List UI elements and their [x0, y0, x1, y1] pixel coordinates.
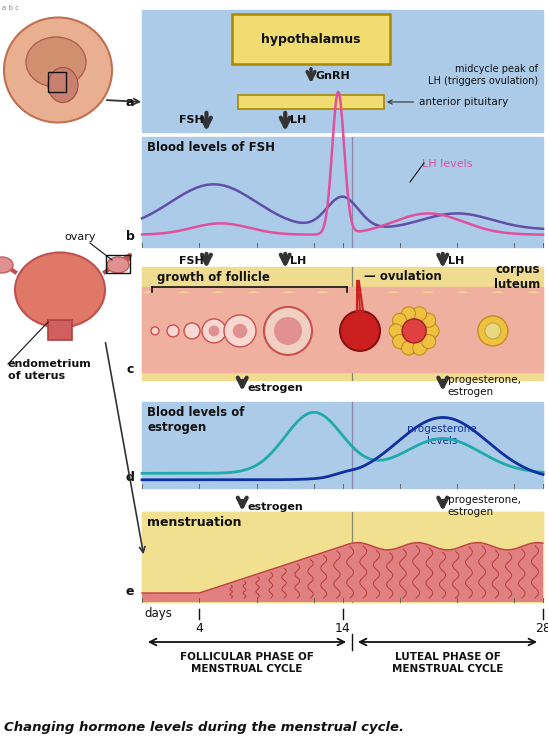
Text: ovary: ovary	[64, 232, 96, 242]
Text: Changing hormone levels during the menstrual cycle.: Changing hormone levels during the menst…	[4, 722, 404, 734]
Text: Blood levels of FSH: Blood levels of FSH	[147, 141, 275, 154]
Bar	[142, 512, 543, 602]
Circle shape	[233, 324, 247, 338]
Text: FOLLICULAR PHASE OF
MENSTRUAL CYCLE: FOLLICULAR PHASE OF MENSTRUAL CYCLE	[180, 652, 314, 674]
Bar	[142, 293, 543, 372]
Text: estrogen: estrogen	[247, 383, 303, 393]
Bar	[238, 95, 384, 109]
Text: corpus
luteum: corpus luteum	[494, 263, 540, 291]
Text: progesterone,
estrogen: progesterone, estrogen	[448, 375, 521, 397]
Text: — ovulation: — ovulation	[364, 271, 442, 284]
Text: b: b	[125, 230, 134, 243]
Circle shape	[478, 316, 508, 346]
Circle shape	[167, 325, 179, 337]
Ellipse shape	[4, 17, 112, 122]
Text: c: c	[126, 363, 134, 376]
Circle shape	[485, 323, 501, 339]
Circle shape	[402, 307, 415, 321]
Text: e: e	[125, 585, 134, 598]
Bar	[106, 255, 130, 273]
Text: growth of follicle: growth of follicle	[157, 271, 270, 284]
Circle shape	[184, 323, 200, 339]
Circle shape	[264, 307, 312, 355]
Text: d: d	[125, 471, 134, 484]
Circle shape	[392, 314, 407, 327]
Text: 14: 14	[335, 622, 350, 635]
Circle shape	[421, 334, 436, 349]
Circle shape	[274, 317, 302, 345]
Text: a b c: a b c	[2, 5, 19, 11]
Circle shape	[425, 324, 439, 338]
Circle shape	[413, 307, 427, 321]
Circle shape	[392, 309, 436, 353]
Text: FSH: FSH	[179, 115, 203, 125]
Text: a: a	[125, 95, 134, 109]
Text: progesterone
levels: progesterone levels	[407, 424, 477, 445]
Text: anterior pituitary: anterior pituitary	[388, 97, 508, 107]
Text: LH: LH	[448, 256, 464, 266]
Ellipse shape	[15, 253, 105, 328]
Text: endometrium
of uterus: endometrium of uterus	[8, 359, 92, 381]
Circle shape	[413, 341, 427, 355]
Circle shape	[402, 319, 426, 343]
Bar	[142, 512, 543, 602]
Text: FSH: FSH	[179, 256, 203, 266]
Text: menstruation: menstruation	[147, 516, 242, 529]
Bar	[142, 267, 543, 380]
Text: LH: LH	[290, 115, 306, 125]
Circle shape	[224, 315, 256, 347]
Text: hypothalamus: hypothalamus	[261, 32, 361, 46]
Text: LUTEAL PHASE OF
MENSTRUAL CYCLE: LUTEAL PHASE OF MENSTRUAL CYCLE	[392, 652, 503, 674]
Text: GnRH: GnRH	[316, 71, 351, 81]
Circle shape	[392, 334, 407, 349]
Bar	[48, 320, 72, 340]
Circle shape	[389, 324, 403, 338]
Text: progesterone,
estrogen: progesterone, estrogen	[448, 495, 521, 517]
Bar	[142, 137, 543, 247]
Polygon shape	[142, 542, 543, 602]
Bar	[142, 402, 543, 488]
Text: 28: 28	[535, 622, 548, 635]
Circle shape	[202, 319, 226, 343]
Circle shape	[151, 327, 159, 335]
Bar	[232, 14, 390, 64]
Ellipse shape	[0, 257, 13, 273]
Circle shape	[209, 326, 219, 336]
Ellipse shape	[48, 68, 78, 103]
Ellipse shape	[26, 37, 86, 87]
Text: midcycle peak of
LH (triggers ovulation): midcycle peak of LH (triggers ovulation)	[428, 64, 538, 86]
Text: days: days	[144, 608, 172, 620]
Text: estrogen: estrogen	[247, 502, 303, 512]
Text: LH: LH	[290, 256, 306, 266]
Ellipse shape	[107, 257, 129, 273]
Bar	[142, 10, 543, 132]
Circle shape	[402, 341, 415, 355]
Bar	[48, 72, 66, 92]
Text: Blood levels of
estrogen: Blood levels of estrogen	[147, 406, 244, 434]
Circle shape	[421, 314, 436, 327]
Text: LH levels: LH levels	[422, 159, 472, 169]
Circle shape	[340, 311, 380, 351]
Text: 4: 4	[195, 622, 203, 635]
